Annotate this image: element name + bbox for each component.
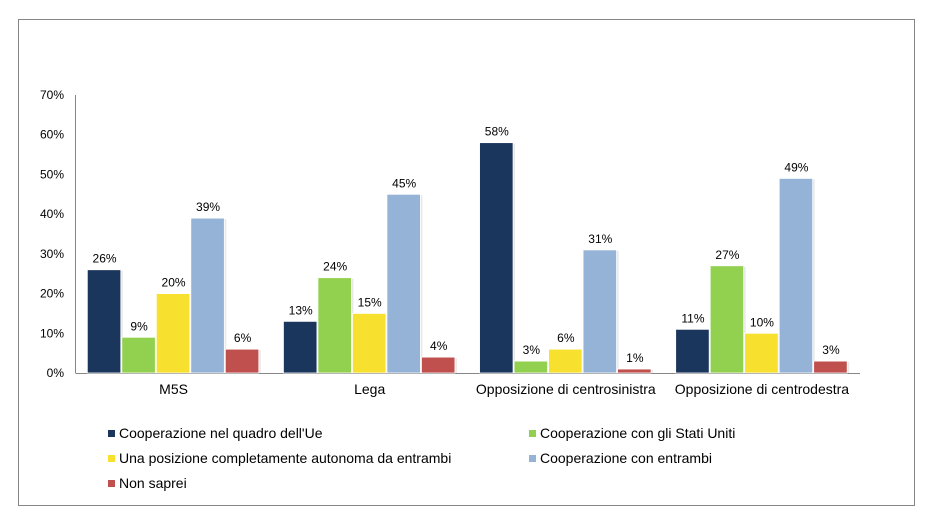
bar: [190, 217, 225, 374]
legend-swatch-icon: [529, 429, 536, 437]
data-label: 24%: [323, 260, 347, 274]
legend-swatch-icon: [108, 479, 115, 487]
data-label: 58%: [485, 125, 509, 139]
data-label: 4%: [430, 339, 448, 353]
data-label: 15%: [358, 295, 382, 309]
bar: [224, 348, 260, 374]
bar: [155, 293, 191, 374]
bar: [283, 320, 318, 374]
x-tick-label: Opposizione di centrosinistra: [476, 381, 656, 397]
x-tick-label: Opposizione di centrodestra: [675, 381, 850, 397]
legend-item: Non saprei: [108, 475, 187, 491]
legend-swatch-icon: [108, 454, 115, 462]
bar: [709, 265, 745, 374]
legend-item: Cooperazione con entrambi: [529, 450, 712, 466]
data-label: 49%: [784, 160, 808, 174]
legend-swatch-icon: [529, 454, 536, 462]
bar: [548, 348, 583, 374]
legend-label: Cooperazione nel quadro dell'Ue: [119, 425, 323, 441]
legend-label: Cooperazione con gli Stati Uniti: [540, 425, 736, 441]
bar: [121, 336, 156, 374]
data-label: 10%: [750, 315, 774, 329]
y-tick-label: 30%: [40, 247, 64, 261]
bar: [744, 332, 779, 374]
data-label: 6%: [234, 331, 252, 345]
x-tick-label: Lega: [354, 381, 385, 397]
data-label: 26%: [93, 252, 117, 266]
bar: [421, 356, 456, 374]
legend-label: Una posizione completamente autonoma da …: [119, 450, 452, 466]
bar: [813, 360, 848, 374]
x-tick-label: M5S: [159, 381, 188, 397]
legend-label: Non saprei: [119, 475, 187, 491]
bar: [513, 360, 548, 374]
bar: [352, 313, 387, 374]
data-label: 3%: [523, 343, 541, 357]
bar: [317, 277, 352, 374]
data-label: 27%: [715, 248, 739, 262]
bar: [386, 193, 421, 374]
y-tick-label: 40%: [40, 207, 64, 221]
legend-swatch-icon: [108, 429, 115, 437]
data-label: 6%: [557, 331, 575, 345]
legend-item: Una posizione completamente autonoma da …: [108, 450, 451, 466]
bar: [675, 328, 710, 374]
data-label: 45%: [392, 176, 416, 190]
bar: [778, 177, 814, 374]
y-tick-label: 60%: [40, 128, 64, 142]
y-tick-label: 10%: [40, 326, 64, 340]
legend-label: Cooperazione con entrambi: [540, 450, 712, 466]
bar: [86, 269, 122, 374]
legend-item: Cooperazione nel quadro dell'Ue: [108, 425, 322, 441]
legend-item: Cooperazione con gli Stati Uniti: [529, 425, 735, 441]
data-label: 11%: [681, 311, 704, 325]
data-label: 39%: [196, 200, 220, 214]
data-label: 9%: [130, 319, 148, 333]
y-tick-label: 50%: [40, 167, 64, 181]
y-tick-label: 70%: [40, 88, 64, 102]
data-label: 1%: [626, 351, 644, 365]
data-label: 20%: [162, 276, 186, 290]
data-label: 13%: [289, 303, 313, 317]
y-tick-label: 20%: [40, 287, 64, 301]
bar: [479, 142, 514, 374]
data-label: 3%: [822, 343, 840, 357]
chart-frame: [18, 19, 915, 506]
bar: [582, 249, 617, 374]
data-label: 31%: [588, 232, 612, 246]
y-tick-label: 0%: [47, 366, 65, 380]
bar: [617, 368, 652, 374]
